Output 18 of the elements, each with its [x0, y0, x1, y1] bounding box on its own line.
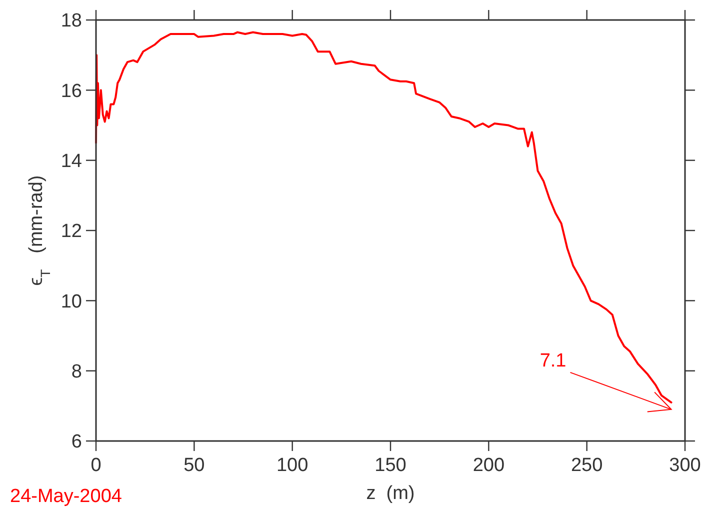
x-tick-label: 150 [374, 455, 406, 476]
line-series [95, 31, 672, 404]
x-tick-label: 300 [669, 455, 701, 476]
y-tick-label: 18 [60, 10, 82, 32]
x-tick-label: 0 [90, 455, 102, 476]
y-tick-label: 14 [60, 150, 82, 172]
x-axis-title: z (m) [366, 483, 415, 504]
x-tick-label: 250 [570, 455, 603, 476]
y-tick-label: 8 [71, 361, 82, 382]
annotation: 7.1 [540, 350, 566, 372]
y-tick-label: 16 [60, 80, 82, 102]
y-tick-label: 12 [60, 221, 82, 242]
y-tick-label: 10 [60, 291, 82, 312]
y-tick-label: 6 [71, 432, 82, 453]
x-tick-label: 200 [472, 455, 505, 476]
text: 24-May-2004 [10, 486, 122, 507]
x-tick-label: 50 [184, 455, 205, 476]
x-tick-label: 100 [276, 455, 308, 476]
